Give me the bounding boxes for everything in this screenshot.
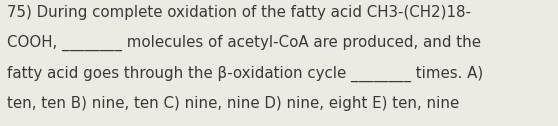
- Text: COOH, ________ molecules of acetyl-CoA are produced, and the: COOH, ________ molecules of acetyl-CoA a…: [7, 35, 480, 52]
- Text: 75) During complete oxidation of the fatty acid CH3-(CH2)18-: 75) During complete oxidation of the fat…: [7, 5, 471, 20]
- Text: fatty acid goes through the β-oxidation cycle ________ times. A): fatty acid goes through the β-oxidation …: [7, 66, 483, 82]
- Text: ten, ten B) nine, ten C) nine, nine D) nine, eight E) ten, nine: ten, ten B) nine, ten C) nine, nine D) n…: [7, 96, 459, 111]
